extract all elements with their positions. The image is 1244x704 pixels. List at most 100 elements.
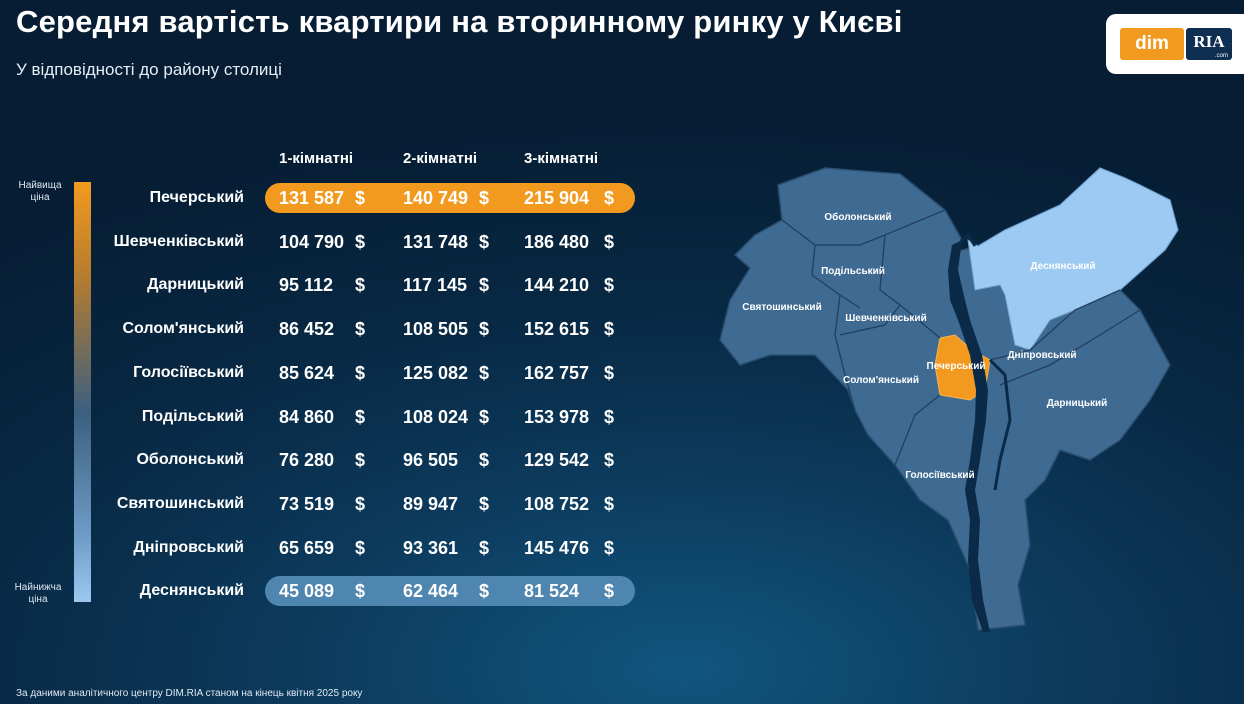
kyiv-district-map: Оболонський Подільський Святошинський Ше… [719, 167, 1179, 632]
price-value: 76 280 [279, 450, 335, 471]
price-value: 108 752 [524, 493, 590, 514]
price-value: 73 519 [279, 493, 335, 514]
price-value: 186 480 [524, 231, 590, 252]
logo-dim-mark: dim [1120, 28, 1184, 60]
map-label-pecherskyi: Печерський [927, 361, 986, 372]
district-borders [781, 209, 1141, 466]
currency-symbol: $ [604, 362, 615, 383]
price-value: 108 024 [403, 406, 469, 427]
price-value: 96 505 [403, 450, 459, 471]
currency-symbol: $ [355, 319, 366, 340]
currency-symbol: $ [479, 275, 490, 296]
table-row: Голосіївський 85 624 $125 082 $162 757 $ [0, 358, 650, 388]
price-value: 95 112 [279, 275, 334, 296]
map-label-sviatoshynskyi: Святошинський [742, 302, 821, 313]
table-row: Дарницький 95 112 $117 145 $144 210 $ [0, 270, 650, 300]
price-value: 144 210 [524, 275, 590, 296]
district-desnianskyi [967, 167, 1179, 351]
table-row: Дніпровський 65 659 $93 361 $145 476 $ [0, 533, 650, 563]
scale-label-lowest: Найнижча ціна [14, 582, 62, 605]
currency-symbol: $ [479, 581, 490, 602]
column-header-1room: 1-кімнатні [279, 150, 354, 167]
map-label-solomianskyi: Солом'янський [843, 375, 919, 386]
map-label-desnianskyi: Деснянський [1030, 261, 1095, 272]
currency-symbol: $ [604, 450, 615, 471]
currency-symbol: $ [479, 231, 490, 252]
price-value: 153 978 [524, 406, 590, 427]
price-value: 131 587 [279, 188, 345, 208]
currency-symbol: $ [479, 537, 490, 558]
currency-symbol: $ [355, 493, 366, 514]
currency-symbol: $ [479, 493, 490, 514]
price-value: 117 145 [403, 275, 468, 296]
table-row: Святошинський 73 519 $89 947 $108 752 $ [0, 489, 650, 519]
map-label-dniprovskyi: Дніпровський [1007, 350, 1076, 361]
lowest-price-highlight [265, 576, 635, 607]
highest-price-highlight [265, 183, 635, 213]
currency-symbol: $ [604, 275, 615, 296]
district-name: Дніпровський [133, 538, 244, 556]
price-value: 86 452 [279, 319, 335, 340]
price-value: 152 615 [524, 319, 590, 340]
price-value: 84 860 [279, 406, 335, 427]
currency-symbol: $ [604, 581, 615, 602]
district-name: Голосіївський [133, 363, 244, 381]
map-label-darnytskyi: Дарницький [1047, 398, 1108, 409]
table-row: Печерський 131 587 $140 749 $215 904 $ [0, 183, 650, 213]
price-value: 131 748 [403, 231, 469, 252]
currency-symbol: $ [604, 319, 615, 340]
table-row: Солом'янський 86 452 $108 505 $152 615 $ [0, 314, 650, 344]
logo-com-text: .com [1214, 53, 1228, 59]
table-row: Подільський 84 860 $108 024 $153 978 $ [0, 402, 650, 432]
map-label-podilskyi: Подільський [821, 266, 885, 277]
district-name: Шевченківський [113, 232, 244, 250]
scale-label-highest: Найвища ціна [18, 180, 62, 203]
currency-symbol: $ [355, 362, 366, 383]
district-name: Дарницький [147, 276, 244, 294]
price-value: 81 524 [524, 581, 580, 602]
page-title: Середня вартість квартири на вторинному … [16, 4, 903, 39]
currency-symbol: $ [355, 450, 366, 471]
map-label-holosiivskyi: Голосіївський [905, 470, 974, 481]
currency-symbol: $ [479, 406, 490, 427]
price-value: 162 757 [524, 362, 590, 383]
price-value: 93 361 [403, 537, 459, 558]
table-row: Оболонський 76 280 $96 505 $129 542 $ [0, 445, 650, 475]
price-value: 89 947 [403, 493, 459, 514]
currency-symbol: $ [604, 493, 615, 514]
price-value: 125 082 [403, 362, 469, 383]
river-branch [988, 358, 1012, 491]
dnipro-river [948, 240, 990, 632]
currency-symbol: $ [479, 362, 490, 383]
price-value: 65 659 [279, 537, 335, 558]
price-value: 108 505 [403, 319, 469, 340]
currency-symbol: $ [479, 188, 490, 208]
currency-symbol: $ [604, 231, 615, 252]
price-value: 215 904 [524, 188, 590, 208]
currency-symbol: $ [355, 275, 366, 296]
footer-source: За даними аналітичного центру DIM.RIA ст… [16, 688, 363, 699]
table-row: Деснянський 45 089 $62 464 $81 524 $ [0, 576, 650, 607]
district-name: Святошинський [116, 494, 244, 512]
district-name: Деснянський [139, 582, 244, 600]
price-value: 145 476 [524, 537, 590, 558]
table-row: Шевченківський 104 790 $131 748 $186 480 $ [0, 227, 650, 257]
currency-symbol: $ [604, 406, 615, 427]
price-value: 129 542 [524, 450, 590, 471]
map-label-obolonskyi: Оболонський [824, 211, 891, 223]
price-scale-bar [74, 182, 91, 602]
column-header-2room: 2-кімнатні [403, 150, 478, 167]
district-name: Подільський [141, 407, 244, 425]
currency-symbol: $ [355, 537, 366, 558]
river-branch-north [953, 232, 977, 253]
column-header-3room: 3-кімнатні [524, 150, 599, 167]
currency-symbol: $ [479, 450, 490, 471]
currency-symbol: $ [355, 406, 366, 427]
district-name: Солом'янський [122, 320, 245, 338]
currency-symbol: $ [604, 537, 615, 558]
district-name: Печерський [149, 189, 244, 206]
dim-ria-logo[interactable]: dim RIA .com [1106, 14, 1244, 74]
currency-symbol: $ [355, 188, 366, 208]
currency-symbol: $ [604, 188, 615, 208]
price-value: 45 089 [279, 581, 335, 602]
